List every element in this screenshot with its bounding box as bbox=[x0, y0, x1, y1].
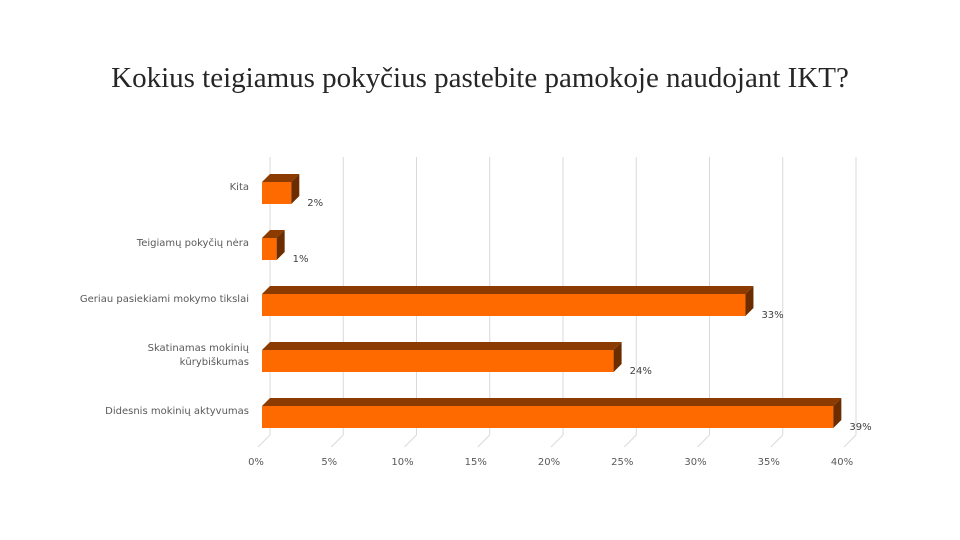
data-label: 33% bbox=[761, 310, 783, 321]
bar bbox=[262, 294, 746, 316]
x-tick-label: 40% bbox=[831, 457, 853, 468]
category-label: Teigiamų pokyčių nėra bbox=[136, 237, 249, 249]
x-tick-label: 20% bbox=[538, 457, 560, 468]
x-tick-label: 35% bbox=[758, 457, 780, 468]
gridline-floor bbox=[330, 434, 344, 448]
category-label: Geriau pasiekiami mokymo tikslai bbox=[80, 294, 249, 305]
bar-top bbox=[262, 342, 622, 350]
bar bbox=[262, 406, 834, 428]
bar bbox=[262, 238, 277, 260]
gridline-floor bbox=[843, 434, 857, 448]
bar-top bbox=[262, 398, 842, 406]
bar-side bbox=[833, 398, 842, 428]
gridline-floor bbox=[770, 434, 784, 448]
category-label: Skatinamas mokinių bbox=[148, 343, 250, 354]
data-label: 2% bbox=[307, 198, 323, 209]
category-label: kūrybiškumas bbox=[180, 356, 249, 368]
bar-side bbox=[613, 342, 622, 372]
bar-side bbox=[745, 286, 754, 316]
bar bbox=[262, 182, 292, 204]
data-label: 1% bbox=[293, 254, 309, 265]
bar-top bbox=[262, 286, 754, 294]
x-tick-label: 15% bbox=[465, 457, 487, 468]
x-tick-label: 0% bbox=[248, 457, 264, 468]
chart-title: Kokius teigiamus pokyčius pastebite pamo… bbox=[111, 62, 849, 94]
bar-side bbox=[291, 174, 300, 204]
gridline-floor bbox=[404, 434, 417, 448]
x-tick-label: 10% bbox=[391, 457, 413, 468]
data-label: 39% bbox=[849, 422, 871, 433]
data-label: 24% bbox=[630, 366, 652, 377]
gridline-floor bbox=[697, 434, 710, 448]
bar bbox=[262, 350, 614, 372]
gridline-floor bbox=[257, 434, 271, 448]
x-tick-label: 30% bbox=[684, 457, 706, 468]
bar-top bbox=[262, 174, 300, 182]
category-label: Kita bbox=[230, 182, 249, 193]
gridline-floor bbox=[623, 434, 637, 448]
gridline-floor bbox=[477, 434, 491, 448]
category-label: Didesnis mokinių aktyvumas bbox=[105, 406, 249, 417]
gridline-floor bbox=[550, 434, 564, 448]
bar-side bbox=[276, 230, 285, 260]
x-tick-label: 25% bbox=[611, 457, 633, 468]
x-tick-label: 5% bbox=[321, 457, 337, 468]
bar-top bbox=[262, 230, 285, 238]
